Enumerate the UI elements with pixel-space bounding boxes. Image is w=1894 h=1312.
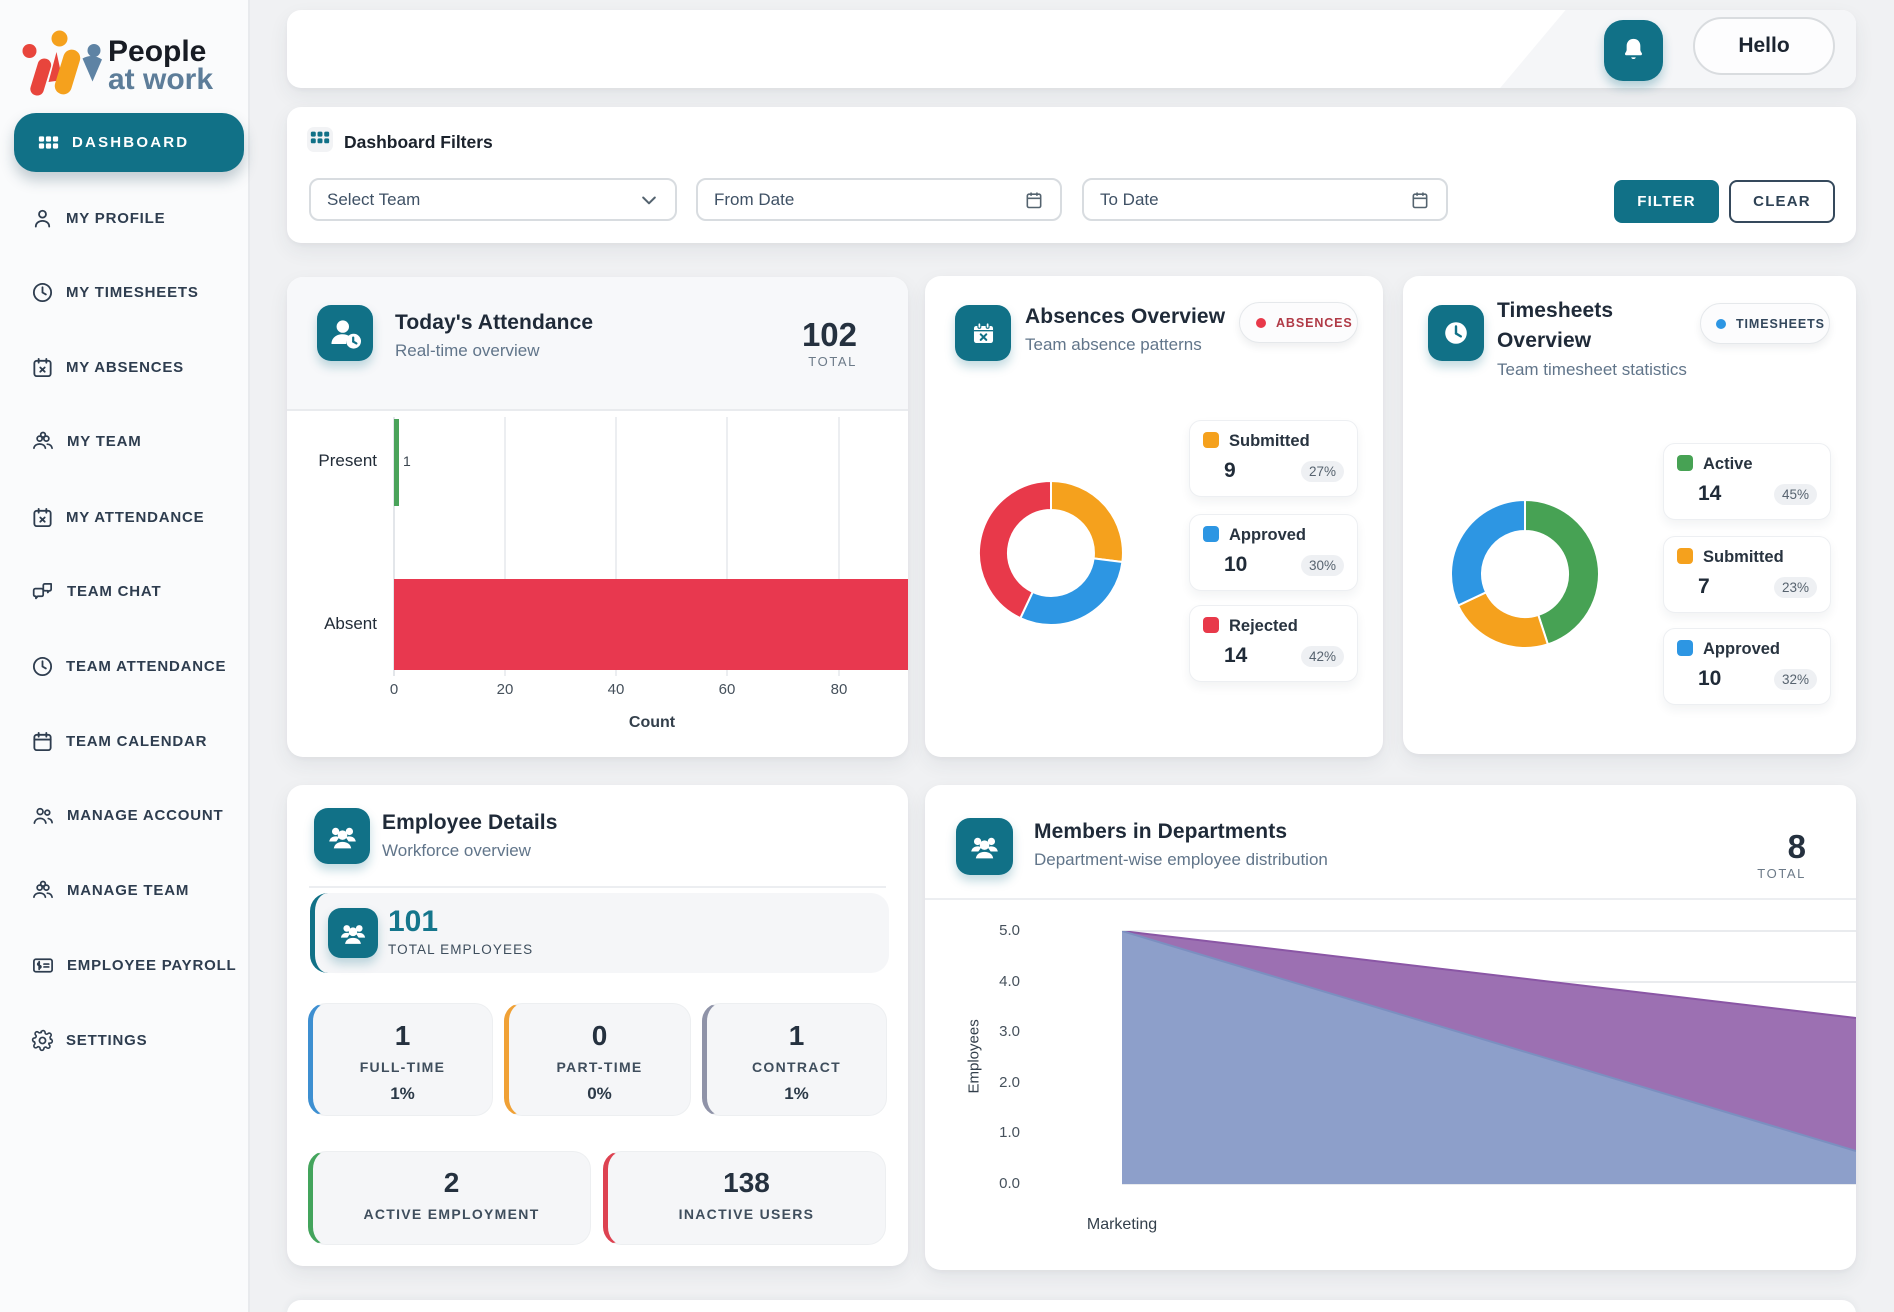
svg-text:at work: at work <box>108 63 213 96</box>
svg-text:People: People <box>108 35 206 68</box>
